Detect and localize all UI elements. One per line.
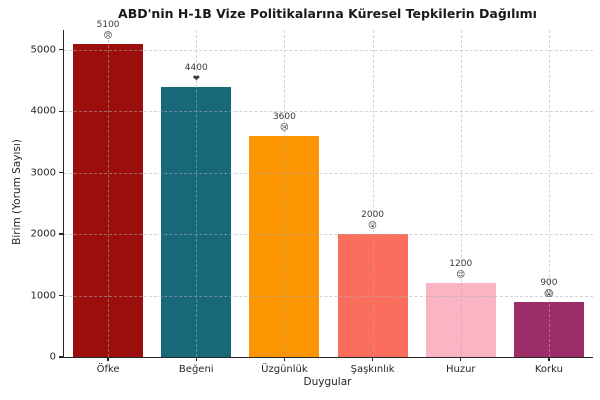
y-tick-mark	[58, 356, 63, 358]
y-tick-mark	[58, 172, 63, 174]
x-tick-mark	[371, 357, 374, 361]
y-tick-label: 1000	[30, 290, 56, 302]
y-tick-label: 5000	[30, 44, 56, 56]
y-gridline	[64, 111, 593, 113]
x-tick-label: Şaşkınlık	[350, 364, 395, 375]
y-tick-label: 3000	[30, 167, 56, 179]
plot-area: 0 1000 2000 3000 4000 5000 5100 😠 Öfke 4400 ❤ Beğen…	[31, 20, 593, 375]
x-gridline	[108, 30, 110, 357]
x-gridline	[372, 30, 374, 357]
x-tick-label: Beğeni	[178, 364, 214, 375]
x-tick-label: Korku	[534, 364, 563, 375]
x-tick-mark	[195, 357, 197, 361]
y-gridline	[64, 234, 593, 236]
chart-title: ABD'nin H-1B Vize Politikalarına Küresel…	[118, 6, 537, 21]
bar-value-label: 5100	[96, 19, 120, 30]
x-tick-label: Öfke	[96, 364, 120, 375]
x-tick-mark	[460, 357, 462, 361]
x-tick-mark	[107, 357, 109, 361]
y-gridline	[64, 49, 593, 51]
y-tick-label: 0	[49, 351, 56, 363]
y-tick-mark	[58, 233, 63, 235]
x-tick-label: Üzgünlük	[261, 364, 308, 375]
y-tick-mark	[58, 294, 63, 297]
x-gridline	[548, 30, 550, 357]
y-tick-label: 2000	[30, 228, 56, 240]
x-axis-title: Duygular	[303, 376, 352, 388]
y-gridline	[64, 295, 593, 297]
x-tick-mark	[283, 357, 285, 361]
x-tick-label: Huzur	[445, 364, 476, 375]
x-gridline	[196, 30, 198, 357]
x-gridline	[284, 30, 286, 357]
y-axis-title: Birim (Yorum Sayısı)	[11, 139, 23, 245]
x-tick-mark	[548, 357, 550, 361]
x-gridline	[460, 30, 462, 357]
y-tick-mark	[58, 49, 63, 51]
y-tick-mark	[58, 110, 63, 112]
y-tick-label: 4000	[30, 105, 56, 117]
y-gridline	[64, 172, 593, 174]
